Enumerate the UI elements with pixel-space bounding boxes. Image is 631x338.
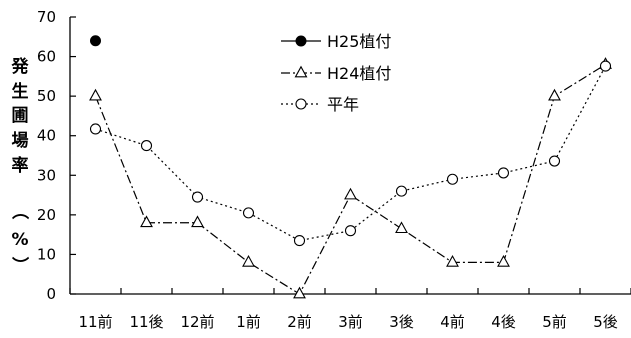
legend-marker bbox=[295, 98, 307, 110]
data-point bbox=[191, 215, 204, 228]
series-layer bbox=[89, 35, 612, 299]
data-point bbox=[89, 88, 102, 101]
y-label-char: 率 bbox=[12, 155, 29, 176]
data-point bbox=[548, 155, 561, 167]
data-point bbox=[90, 35, 101, 47]
x-axis-ticks: 11前 11後 12前 1前 2前 3前 3後 4前 4後 5前 5後 bbox=[69, 288, 631, 331]
y-tick-label: 0 bbox=[46, 285, 56, 303]
data-point bbox=[293, 286, 306, 299]
data-point bbox=[89, 123, 102, 135]
y-label-char: （ bbox=[9, 203, 30, 220]
y-axis-ticks: 0 10 20 30 40 50 60 70 bbox=[37, 8, 76, 303]
y-label-char: 発 bbox=[11, 56, 30, 77]
x-tick-label: 2前 bbox=[287, 313, 312, 331]
y-tick-label: 30 bbox=[37, 166, 56, 184]
legend-label: H24植付 bbox=[327, 64, 391, 83]
data-point bbox=[497, 167, 510, 179]
x-tick-label: 12前 bbox=[180, 313, 214, 331]
data-point bbox=[191, 191, 204, 203]
data-point bbox=[293, 235, 306, 247]
series-1 bbox=[90, 35, 101, 47]
legend-label: H25植付 bbox=[327, 32, 391, 51]
y-tick-label: 20 bbox=[37, 206, 56, 224]
data-point bbox=[599, 60, 612, 72]
data-point bbox=[395, 221, 408, 234]
data-point bbox=[242, 255, 255, 267]
y-label-char: % bbox=[11, 230, 28, 250]
axes bbox=[69, 17, 631, 295]
y-tick-label: 60 bbox=[37, 48, 56, 66]
x-tick-label: 5後 bbox=[593, 313, 618, 331]
legend-label: 平年 bbox=[327, 95, 359, 114]
legend-marker bbox=[294, 65, 308, 78]
x-tick-label: 3前 bbox=[338, 313, 363, 331]
data-point bbox=[140, 140, 153, 152]
x-tick-label: 3後 bbox=[389, 313, 414, 331]
data-point bbox=[242, 207, 255, 219]
y-tick-label: 50 bbox=[37, 87, 56, 105]
x-tick-label: 11前 bbox=[78, 313, 112, 331]
x-tick-label: 1前 bbox=[236, 313, 261, 331]
data-point bbox=[497, 255, 510, 267]
data-point bbox=[395, 185, 408, 197]
data-point bbox=[548, 88, 561, 101]
x-tick-label: 4後 bbox=[491, 313, 516, 331]
data-point bbox=[344, 187, 357, 200]
series-line bbox=[94, 63, 606, 295]
legend-marker bbox=[295, 35, 307, 47]
y-label-char: 圃 bbox=[12, 106, 29, 126]
y-tick-label: 70 bbox=[37, 8, 56, 26]
x-tick-label: 5前 bbox=[542, 313, 567, 331]
series-line bbox=[95, 65, 607, 242]
series-3 bbox=[89, 60, 612, 247]
data-point bbox=[344, 225, 357, 237]
data-point bbox=[446, 255, 459, 267]
y-label-char: 場 bbox=[12, 131, 29, 151]
x-tick-label: 11後 bbox=[129, 313, 163, 331]
y-tick-label: 40 bbox=[37, 127, 56, 145]
y-label-char: ） bbox=[9, 257, 30, 274]
y-label-char: 生 bbox=[12, 81, 29, 102]
data-point bbox=[140, 215, 153, 228]
data-point bbox=[446, 173, 459, 185]
x-tick-label: 4前 bbox=[440, 313, 465, 331]
y-tick-label: 10 bbox=[37, 245, 56, 263]
